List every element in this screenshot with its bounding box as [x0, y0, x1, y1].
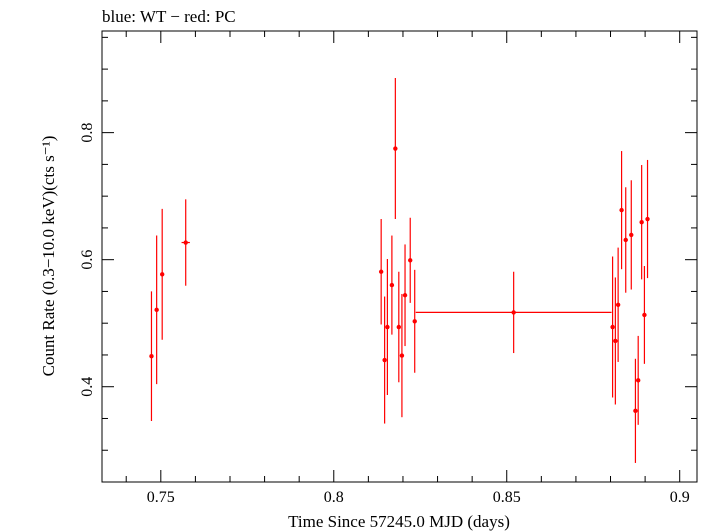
point-marker — [615, 302, 621, 307]
data-point — [623, 187, 628, 293]
point-marker — [639, 219, 644, 225]
point-marker — [619, 207, 624, 213]
point-marker — [382, 357, 387, 363]
y-tick-label: 0.6 — [79, 250, 96, 270]
point-marker — [408, 258, 413, 263]
data-point — [393, 78, 398, 220]
data-point — [629, 180, 634, 290]
data-point — [615, 247, 621, 362]
data-point — [645, 159, 650, 279]
data-point — [408, 217, 413, 303]
point-marker — [511, 310, 516, 315]
y-tick-label: 0.8 — [79, 123, 96, 143]
axis-ticks — [102, 31, 697, 483]
y-tick-label: 0.4 — [79, 377, 96, 397]
point-marker — [645, 216, 650, 222]
data-point — [159, 208, 165, 340]
data-point — [396, 271, 402, 383]
point-marker — [154, 307, 159, 313]
point-marker — [402, 293, 408, 298]
point-marker — [623, 237, 628, 243]
point-marker — [378, 269, 384, 274]
point-marker — [399, 353, 405, 358]
point-marker — [633, 408, 638, 414]
data-point — [399, 293, 405, 418]
point-marker — [389, 282, 395, 288]
point-marker — [412, 319, 417, 324]
data-point — [633, 358, 638, 463]
data-point — [613, 277, 618, 405]
x-axis-label: Time Since 57245.0 MJD (days) — [288, 512, 510, 531]
x-tick-label: 0.9 — [670, 489, 690, 506]
data-point — [402, 244, 408, 347]
tick-labels: 0.75 0.8 0.85 0.9 0.4 0.6 0.8 — [79, 123, 690, 506]
data-point — [382, 296, 387, 424]
data-point — [181, 199, 190, 286]
x-tick-label: 0.8 — [324, 489, 344, 506]
chart-title: blue: WT − red: PC — [102, 7, 236, 26]
data-point — [154, 235, 159, 385]
point-marker — [610, 324, 615, 330]
data-point — [389, 235, 395, 335]
data-point — [385, 259, 390, 395]
data-point — [619, 151, 624, 270]
data-point — [378, 219, 384, 325]
x-tick-label: 0.85 — [493, 489, 521, 506]
point-marker — [149, 354, 154, 359]
data-points — [149, 78, 650, 463]
data-point — [149, 291, 154, 422]
data-point — [610, 256, 615, 398]
data-point — [412, 269, 417, 373]
point-marker — [629, 232, 634, 238]
point-marker — [642, 312, 647, 318]
point-marker — [393, 146, 398, 151]
data-point — [639, 165, 644, 280]
plot-frame — [101, 30, 698, 483]
x-tick-label: 0.75 — [147, 489, 175, 506]
data-point — [642, 266, 647, 364]
point-marker — [183, 240, 188, 245]
point-marker — [613, 338, 618, 344]
y-axis-label: Count Rate (0.3−10.0 keV)(cts s⁻¹) — [39, 136, 58, 377]
point-marker — [635, 378, 641, 383]
point-marker — [385, 324, 390, 330]
data-point — [415, 271, 612, 354]
data-point — [635, 335, 641, 425]
point-marker — [396, 324, 402, 330]
point-marker — [159, 272, 165, 277]
